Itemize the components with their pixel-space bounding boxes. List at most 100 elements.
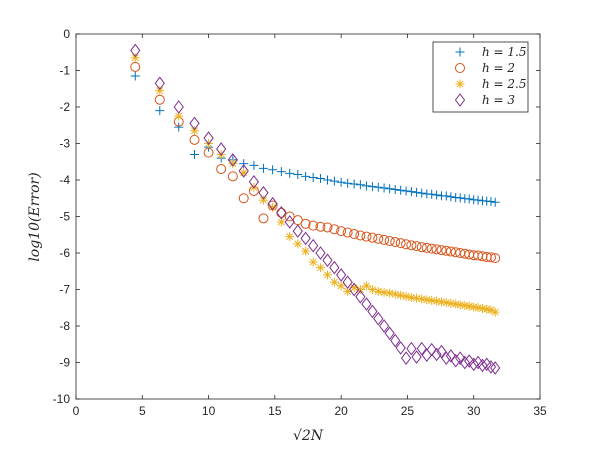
data-point (390, 289, 400, 299)
data-point (464, 194, 474, 204)
data-point (308, 172, 318, 182)
data-point (216, 142, 227, 156)
data-point (367, 232, 378, 243)
data-point (367, 304, 378, 319)
data-point (406, 341, 417, 356)
data-point (227, 171, 238, 182)
data-point (301, 246, 311, 256)
data-point (284, 215, 295, 229)
data-point (469, 302, 479, 312)
data-point (406, 293, 416, 303)
legend-marker (455, 47, 465, 57)
data-point (292, 224, 303, 238)
x-tick-label: 10 (202, 404, 216, 418)
data-point (417, 188, 427, 198)
data-point (464, 301, 474, 311)
data-point (315, 174, 325, 184)
data-point (349, 282, 360, 297)
data-point (485, 360, 497, 374)
data-point (238, 193, 249, 204)
data-point (130, 71, 140, 81)
legend: h = 1.5 h = 2 h = 2.5 h = 3 (432, 41, 529, 113)
y-tick-label: -7 (59, 283, 70, 297)
data-point (455, 193, 465, 203)
data-point (441, 245, 452, 256)
data-point (460, 301, 470, 311)
data-point (336, 177, 346, 187)
data-point (315, 221, 326, 232)
data-point (417, 294, 427, 304)
data-point (301, 171, 311, 181)
data-point (308, 220, 319, 231)
data-point (355, 230, 366, 241)
data-point (411, 350, 422, 364)
data-point (258, 163, 268, 173)
data-point (385, 184, 395, 194)
data-point (464, 354, 475, 368)
data-point (268, 202, 278, 212)
data-point (293, 239, 303, 249)
data-point (446, 298, 456, 308)
data-point (459, 355, 470, 370)
data-point (228, 159, 238, 169)
data-point (450, 353, 461, 368)
legend-box (432, 41, 529, 113)
data-point (248, 174, 260, 189)
data-point (473, 303, 483, 313)
data-point (285, 168, 295, 178)
data-point (315, 246, 326, 260)
data-point (342, 227, 353, 238)
series-2 (130, 61, 501, 264)
y-axis-label: log10(Error) (27, 172, 43, 261)
data-point (367, 285, 377, 294)
data-point (427, 189, 437, 199)
data-point (396, 185, 406, 195)
data-point (190, 149, 200, 159)
data-point (406, 187, 416, 197)
data-point (154, 94, 165, 105)
y-tick-label: -9 (59, 356, 70, 370)
data-point (422, 295, 432, 305)
data-point (355, 180, 365, 190)
data-point (416, 341, 427, 356)
x-axis-label: √2N (293, 428, 324, 444)
data-point (300, 231, 311, 246)
data-point (155, 86, 165, 96)
data-point (416, 242, 427, 253)
data-point (436, 297, 446, 307)
data-point (276, 207, 287, 218)
data-point (432, 190, 442, 200)
legend-label: h = 1.5 (482, 45, 527, 59)
data-point (322, 253, 333, 268)
data-point (441, 191, 451, 201)
data-point (373, 233, 384, 244)
data-point (336, 226, 347, 237)
y-tick-label: -6 (59, 246, 70, 260)
data-point (441, 351, 452, 365)
data-point (300, 218, 311, 229)
data-point (486, 305, 496, 315)
data-point (322, 175, 332, 185)
data-point (276, 206, 287, 220)
y-tick-label: -5 (59, 210, 70, 224)
data-point (349, 179, 359, 189)
data-point (258, 185, 269, 200)
data-point (411, 241, 422, 252)
data-point (396, 290, 406, 300)
data-point (412, 293, 422, 303)
data-point (329, 260, 340, 275)
data-point (436, 245, 447, 256)
y-tick-label: -10 (53, 392, 71, 406)
data-point (258, 213, 269, 224)
data-point (367, 182, 377, 192)
data-point (258, 195, 268, 205)
data-point (378, 319, 390, 333)
legend-label: h = 3 (482, 93, 515, 107)
data-point (227, 153, 238, 167)
data-point (308, 257, 318, 267)
data-point (395, 238, 406, 249)
data-point (490, 253, 501, 264)
data-point (432, 296, 442, 306)
data-point (427, 295, 437, 305)
